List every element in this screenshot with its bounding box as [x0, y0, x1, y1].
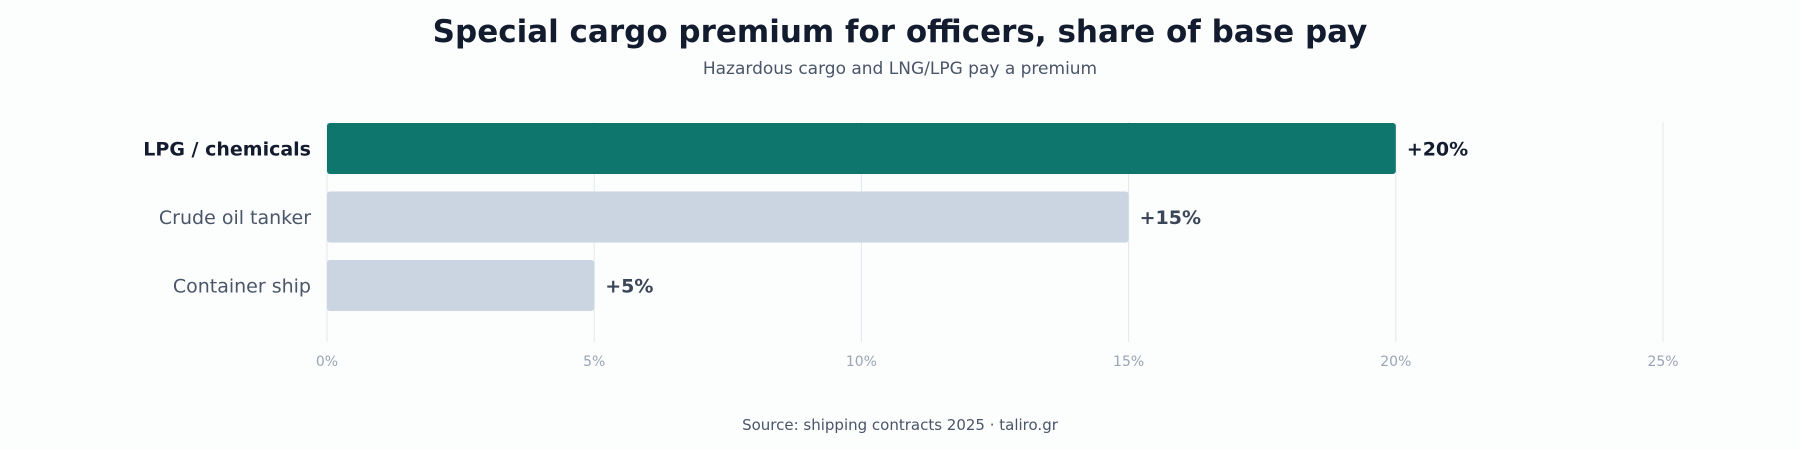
category-label: Crude oil tanker — [159, 207, 311, 229]
x-tick-label: 5% — [583, 354, 605, 370]
bar — [327, 260, 595, 311]
data-label: +15% — [1140, 207, 1201, 229]
x-tick-label: 15% — [1113, 354, 1144, 370]
x-tick-label: 10% — [846, 354, 877, 370]
category-label: Container ship — [173, 276, 311, 298]
data-label: +20% — [1407, 139, 1468, 161]
chart-title: Special cargo premium for officers, shar… — [432, 14, 1368, 50]
source-note: Source: shipping contracts 2025 · taliro… — [742, 416, 1058, 434]
x-tick-label: 25% — [1647, 354, 1678, 370]
x-tick-label: 0% — [316, 354, 338, 370]
bar — [327, 123, 1396, 174]
chart-subtitle: Hazardous cargo and LNG/LPG pay a premiu… — [702, 59, 1098, 79]
x-tick-label: 20% — [1380, 354, 1411, 370]
bar — [327, 191, 1129, 243]
data-label: +5% — [605, 276, 653, 298]
category-label: LPG / chemicals — [143, 139, 311, 161]
